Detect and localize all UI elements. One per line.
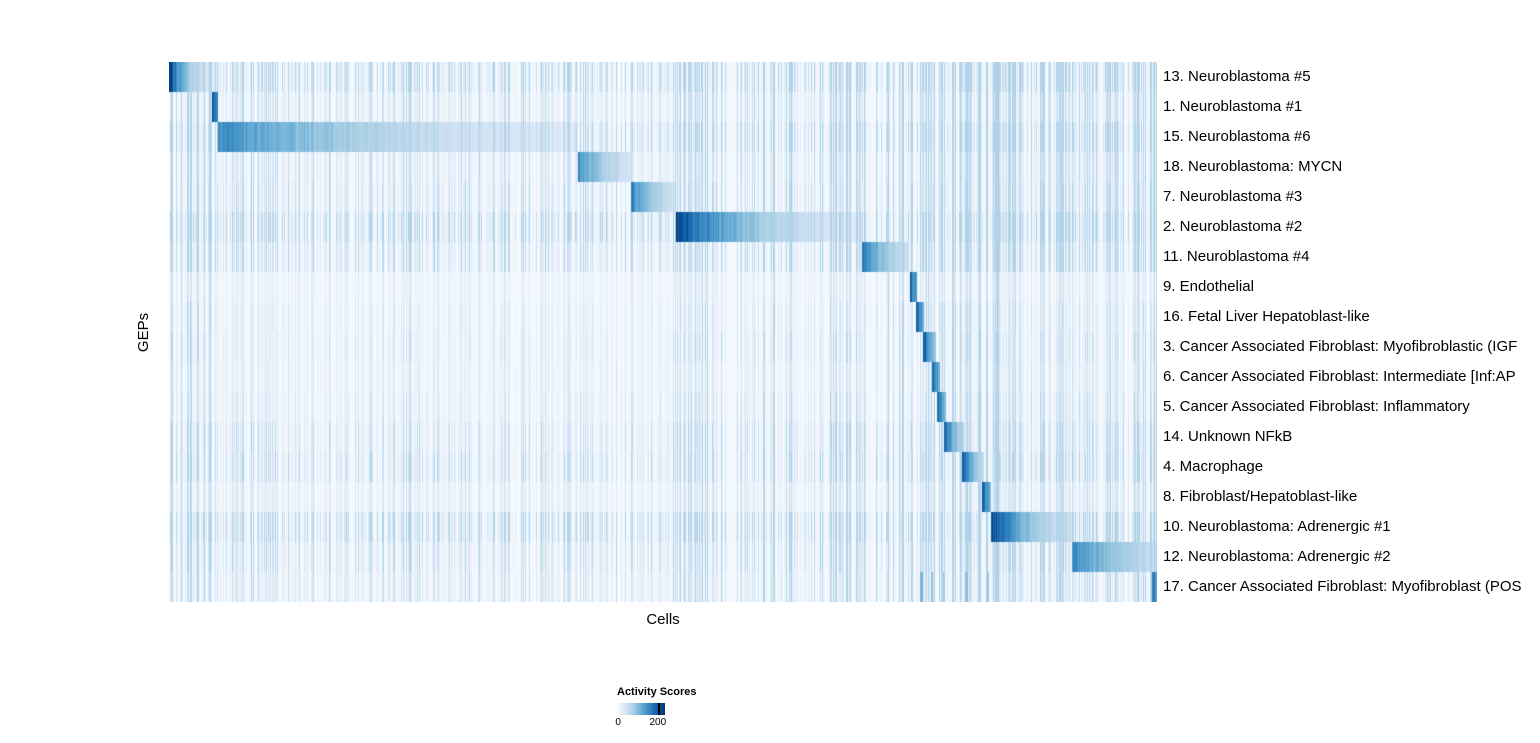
row-label: 2. Neuroblastoma #2 bbox=[1163, 218, 1303, 235]
row-label: 9. Endothelial bbox=[1163, 278, 1254, 295]
colorbar-title: Activity Scores bbox=[617, 686, 697, 698]
heatmap-canvas bbox=[169, 62, 1157, 602]
row-label: 7. Neuroblastoma #3 bbox=[1163, 188, 1303, 205]
row-label: 12. Neuroblastoma: Adrenergic #2 bbox=[1163, 548, 1391, 565]
colorbar-label-200: 200 bbox=[649, 717, 667, 728]
colorbar-tick-200 bbox=[657, 703, 660, 715]
colorbar-bar-wrap bbox=[617, 703, 665, 715]
colorbar-legend: Activity Scores 0 200 bbox=[615, 686, 697, 730]
row-label: 4. Macrophage bbox=[1163, 458, 1264, 475]
colorbar-tick-labels: 0 200 bbox=[615, 717, 667, 730]
row-label: 11. Neuroblastoma #4 bbox=[1163, 248, 1310, 265]
row-label: 18. Neuroblastoma: MYCN bbox=[1163, 158, 1343, 175]
row-labels: 13. Neuroblastoma #5 1. Neuroblastoma #1 1… bbox=[1163, 62, 1540, 602]
row-label: 15. Neuroblastoma #6 bbox=[1163, 128, 1311, 145]
row-label: 17. Cancer Associated Fibroblast: Myofib… bbox=[1163, 578, 1522, 595]
row-label: 5. Cancer Associated Fibroblast: Inflamm… bbox=[1163, 398, 1470, 415]
row-label: 1. Neuroblastoma #1 bbox=[1163, 98, 1303, 115]
y-axis-label: GEPs bbox=[135, 312, 153, 352]
row-label: 8. Fibroblast/Hepatoblast-like bbox=[1163, 488, 1358, 505]
y-axis-label-wrap: GEPs bbox=[122, 62, 166, 602]
row-label: 3. Cancer Associated Fibroblast: Myofibr… bbox=[1163, 338, 1518, 355]
row-label: 13. Neuroblastoma #5 bbox=[1163, 68, 1311, 85]
row-label: 16. Fetal Liver Hepatoblast-like bbox=[1163, 308, 1370, 325]
row-label: 14. Unknown NFkB bbox=[1163, 428, 1293, 445]
colorbar-gradient bbox=[617, 703, 665, 715]
row-label: 6. Cancer Associated Fibroblast: Interme… bbox=[1163, 368, 1516, 385]
x-axis-label: Cells bbox=[646, 611, 680, 628]
row-label: 10. Neuroblastoma: Adrenergic #1 bbox=[1163, 518, 1391, 535]
colorbar-label-0: 0 bbox=[615, 717, 621, 728]
